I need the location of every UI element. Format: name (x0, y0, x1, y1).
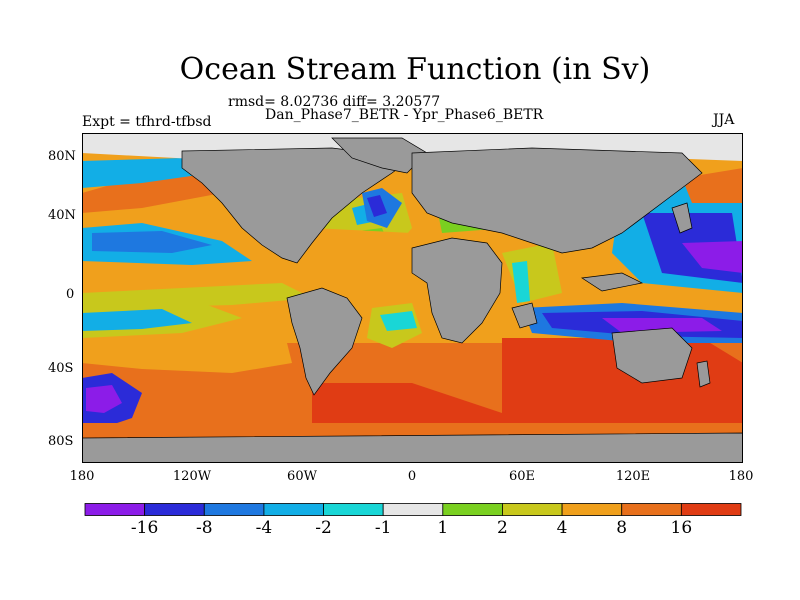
madagascar (511, 302, 538, 329)
season-label: JJA (713, 112, 735, 128)
colorbar-label: -1 (374, 518, 392, 538)
greenland (331, 137, 428, 174)
ross-sea-strong-negative (86, 385, 122, 413)
south-pacific-blue (82, 309, 192, 331)
antarctica (82, 432, 743, 463)
runs-subtitle: Dan_Phase7_BETR - Ypr_Phase6_BETR (265, 107, 544, 123)
colorbar-swatch (203, 503, 265, 516)
labrador-sea-deep (367, 195, 387, 217)
eurasia (411, 147, 703, 254)
colorbar-label: -16 (130, 518, 159, 538)
colorbar-label: 8 (616, 518, 628, 538)
south-america (286, 287, 363, 396)
japan (671, 202, 693, 234)
arabian-sea-cyan (512, 261, 530, 303)
indonesian-throughflow-strong (602, 318, 722, 333)
lon-label-180-west: 180 (69, 469, 95, 484)
colorbar-swatch (561, 503, 623, 516)
north-pacific-subpolar (82, 168, 222, 213)
lon-label-60e: 60E (508, 469, 536, 484)
colorbar (84, 503, 742, 516)
plot-title: Ocean Stream Function (in Sv) (179, 52, 651, 87)
colorbar-swatch (680, 503, 742, 516)
colorbar-label: 4 (556, 518, 568, 538)
stream-function-map (82, 133, 743, 463)
experiment-label: Expt = tfhrd-tfbsd (82, 114, 212, 130)
colorbar-swatch (263, 503, 324, 516)
lat-label-80s: 80S (48, 434, 74, 449)
colorbar-label: 2 (497, 518, 508, 538)
africa (411, 237, 503, 344)
colorbar-swatch (323, 503, 384, 516)
colorbar-label: -4 (255, 518, 273, 538)
equatorial-pacific-yellow (82, 283, 312, 309)
lon-label-60w: 60W (287, 469, 317, 484)
colorbar-swatch (502, 503, 563, 516)
maritime-continent (581, 272, 644, 292)
northwest-pacific-strong (682, 241, 743, 273)
map-frame (82, 133, 743, 463)
south-atlantic-cyan (380, 311, 417, 331)
lon-label-0: 0 (407, 469, 417, 484)
lat-label-equator: 0 (66, 287, 75, 302)
bering-blue (82, 158, 212, 188)
lat-label-80n: 80N (48, 149, 76, 164)
australia (611, 327, 693, 384)
colorbar-label: -2 (315, 518, 332, 538)
stats-subtitle: rmsd= 8.02736 diff= 3.20577 (228, 94, 441, 110)
lat-label-40s: 40S (48, 361, 74, 376)
new-zealand (696, 360, 711, 388)
lon-label-120e: 120E (615, 469, 651, 484)
colorbar-label: 16 (670, 518, 693, 538)
lat-label-40n: 40N (48, 208, 76, 223)
colorbar-swatch (382, 503, 444, 516)
colorbar-label: 1 (437, 518, 449, 538)
colorbar-swatch (442, 503, 503, 516)
colorbar-swatch (621, 503, 682, 516)
north-pacific-deep-blue (92, 231, 212, 253)
colorbar-swatch (84, 503, 146, 516)
lon-label-180-east: 180 (728, 469, 754, 484)
land-masses (82, 137, 743, 463)
lon-label-120w: 120W (172, 469, 212, 484)
colorbar-label: -8 (195, 518, 213, 538)
tropical-atlantic (312, 228, 412, 268)
colorbar-swatch (144, 503, 205, 516)
